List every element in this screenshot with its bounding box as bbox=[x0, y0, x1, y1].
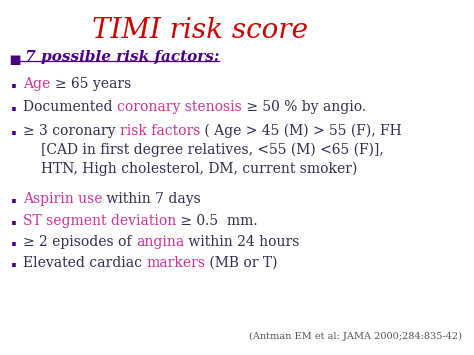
Text: angina: angina bbox=[136, 235, 184, 249]
Text: TIMI risk score: TIMI risk score bbox=[92, 17, 308, 44]
Text: ·: · bbox=[10, 192, 18, 212]
Text: coronary stenosis: coronary stenosis bbox=[117, 100, 242, 114]
Text: Documented: Documented bbox=[23, 100, 117, 114]
Text: ·: · bbox=[10, 235, 18, 255]
Text: HTN, High cholesterol, DM, current smoker): HTN, High cholesterol, DM, current smoke… bbox=[41, 162, 357, 176]
Text: ·: · bbox=[10, 214, 18, 234]
Text: ST segment deviation: ST segment deviation bbox=[23, 214, 176, 228]
Text: Aspirin use: Aspirin use bbox=[23, 192, 102, 206]
Text: markers: markers bbox=[146, 256, 205, 270]
Text: Age: Age bbox=[23, 77, 55, 91]
Text: ≥ 0.5  mm.: ≥ 0.5 mm. bbox=[176, 214, 258, 228]
Text: 7 possible risk factors:: 7 possible risk factors: bbox=[20, 50, 219, 64]
Text: within 24 hours: within 24 hours bbox=[184, 235, 300, 249]
Text: ≥ 50 % by angio.: ≥ 50 % by angio. bbox=[242, 100, 366, 114]
Text: within 7 days: within 7 days bbox=[102, 192, 201, 206]
Text: ·: · bbox=[10, 100, 18, 120]
Text: (Antman EM et al: JAMA 2000;284:835-42): (Antman EM et al: JAMA 2000;284:835-42) bbox=[249, 332, 462, 341]
Text: ≥ 65 years: ≥ 65 years bbox=[55, 77, 131, 91]
Text: (MB or T): (MB or T) bbox=[205, 256, 278, 270]
Text: ·: · bbox=[10, 256, 18, 276]
Text: ≥ 3 coronary: ≥ 3 coronary bbox=[23, 124, 120, 138]
Text: risk factors: risk factors bbox=[120, 124, 200, 138]
Text: ( Age > 45 (M) > 55 (F), FH: ( Age > 45 (M) > 55 (F), FH bbox=[200, 124, 402, 138]
Text: Elevated cardiac: Elevated cardiac bbox=[23, 256, 146, 270]
Text: ·: · bbox=[10, 77, 18, 97]
Text: ·: · bbox=[10, 124, 18, 144]
Text: ▪: ▪ bbox=[8, 50, 21, 69]
Text: [CAD in first degree relatives, <55 (M) <65 (F)],: [CAD in first degree relatives, <55 (M) … bbox=[41, 143, 384, 157]
Text: ≥ 2 episodes of: ≥ 2 episodes of bbox=[23, 235, 136, 249]
